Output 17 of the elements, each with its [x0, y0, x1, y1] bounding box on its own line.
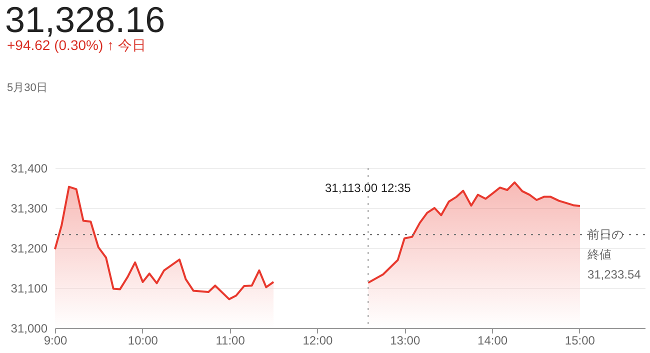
y-tick-label: 31,400: [10, 162, 48, 176]
x-tick-label: 15:00: [564, 334, 596, 348]
chart-subtitle: +94.62 (0.30%) ↑ 今日: [7, 37, 146, 53]
text: 5月30日: [7, 82, 48, 94]
x-tick-label: 10:00: [128, 334, 158, 348]
x-tick-label: 12:00: [302, 334, 334, 348]
y-tick-label: 31,000: [10, 322, 48, 336]
x-tick-label: 14:00: [478, 334, 508, 348]
x-tick-label: 11:00: [216, 334, 246, 348]
x-tick-label: 13:00: [390, 334, 420, 348]
annotation: 31,113.00 12:35: [325, 181, 412, 195]
ref-line-label: 前日の終値 31,233.54: [586, 228, 642, 282]
y-tick-label: 31,200: [10, 242, 48, 256]
y-tick-label: 31,300: [10, 202, 48, 216]
y-tick-label: 31,100: [10, 282, 48, 296]
x-tick-label: 9:00: [44, 334, 68, 348]
chart-title: 31,328.16: [5, 0, 166, 40]
